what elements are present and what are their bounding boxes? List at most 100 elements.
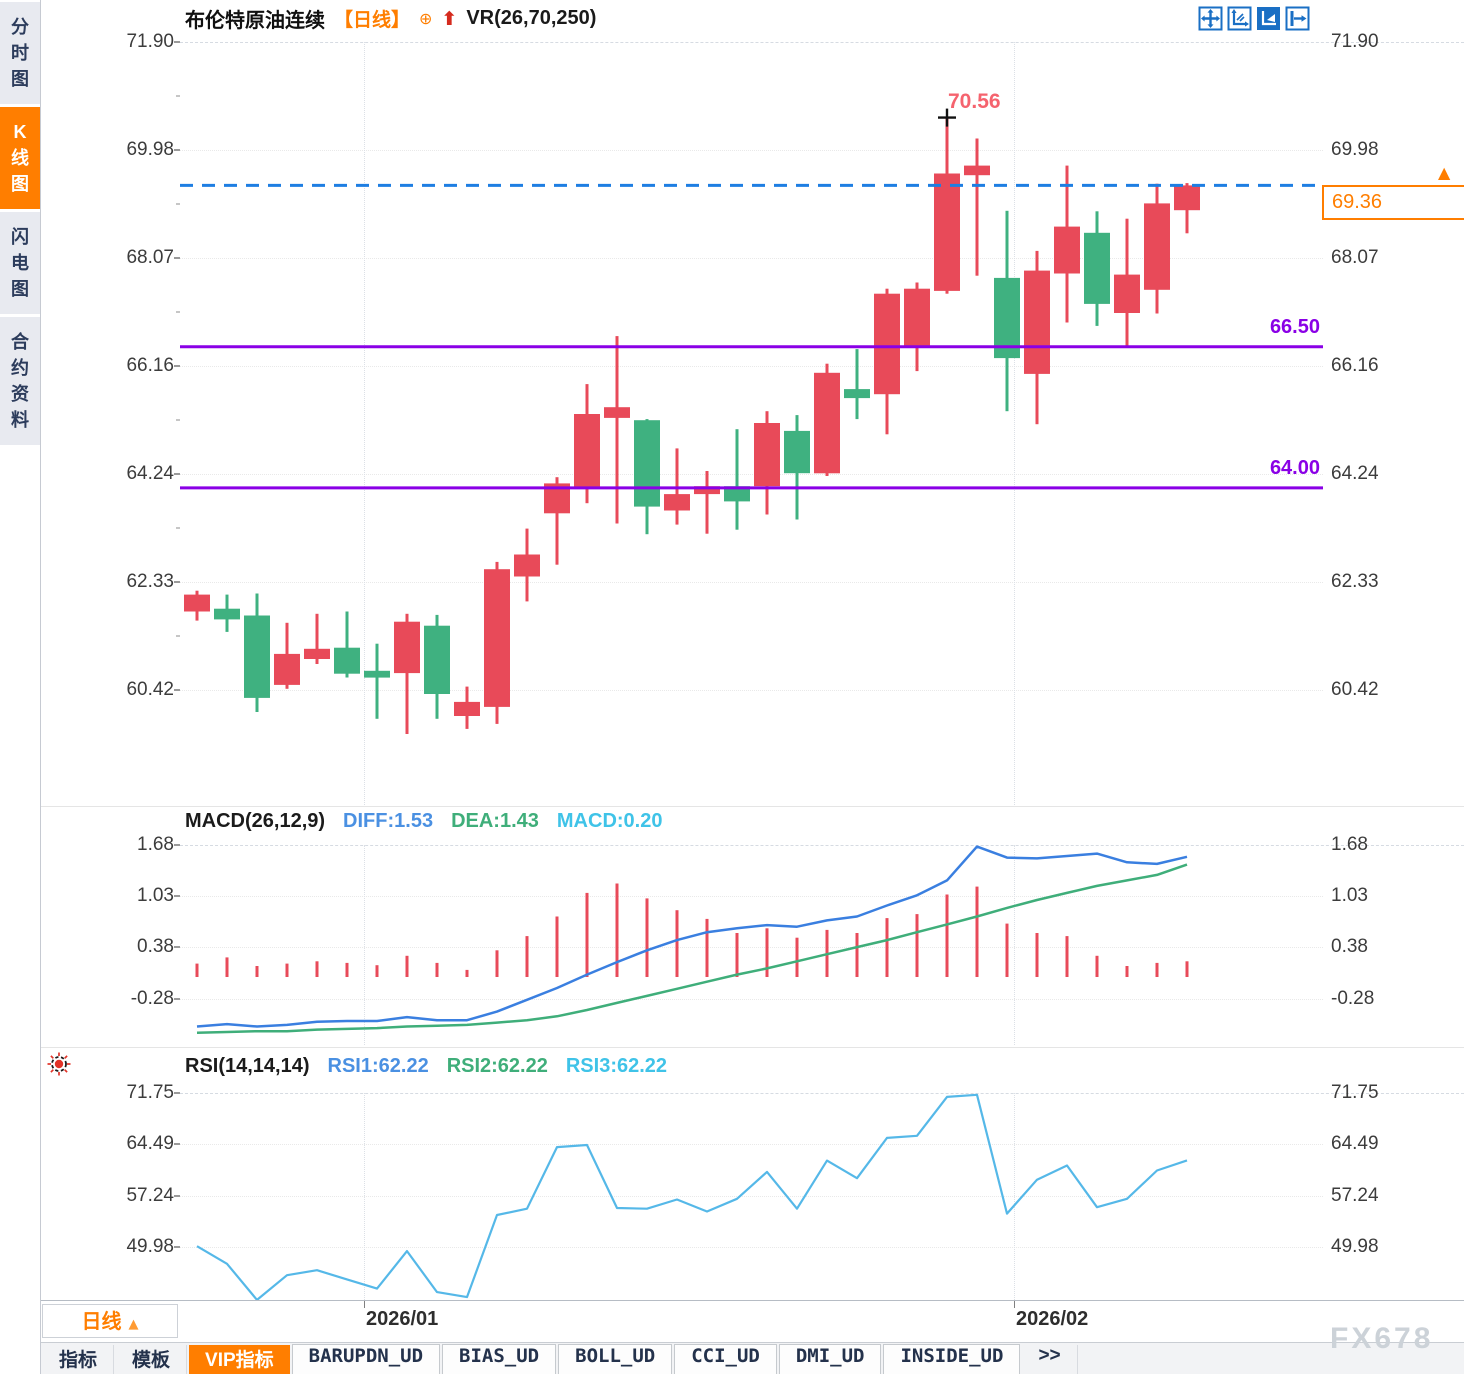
y-minor-tick: [176, 311, 180, 313]
bottom-tab-[interactable]: 指标: [43, 1345, 115, 1374]
y-label-left-macd: 1.03: [137, 885, 174, 906]
sidebar-tab-0[interactable]: 分 时 图: [0, 2, 40, 104]
h-gridline-price: [180, 258, 1323, 259]
macd-header: MACD(26,12,9) DIFF:1.53 DEA:1.43 MACD:0.…: [185, 810, 662, 833]
rsi3-value: RSI3:62.22: [565, 1055, 668, 1077]
crosshair-move-icon[interactable]: [1198, 6, 1223, 31]
instrument-title: 布伦特原油连续: [185, 10, 325, 32]
sidebar-tab-1[interactable]: K 线 图: [0, 107, 40, 209]
y-label-left-macd: -0.28: [130, 988, 174, 1009]
y-label-left-price: 68.07: [126, 247, 174, 268]
h-gridline-price: [180, 150, 1323, 151]
macd-macd-value: MACD:0.20: [556, 810, 663, 832]
y-label-right-price: 64.24: [1331, 463, 1379, 484]
y-label-right-macd: 1.03: [1331, 885, 1368, 906]
last-price-tag: 69.36: [1322, 185, 1464, 220]
period-selector-label: 日线: [81, 1311, 122, 1333]
macd-dea-value: DEA:1.43: [451, 810, 539, 832]
chart-toolbar: [1198, 6, 1310, 31]
h-gridline-rsi: [180, 1196, 1323, 1197]
macd-histogram: [195, 883, 1189, 977]
y-label-left-rsi: 71.75: [126, 1082, 174, 1103]
v-gridline-0: [364, 42, 365, 805]
bottom-tab-[interactable]: 模板: [116, 1345, 188, 1374]
caret-up-icon: ▲: [128, 1317, 139, 1332]
y-label-right-price: 62.33: [1331, 571, 1379, 592]
macd-diff-value: DIFF:1.53: [343, 810, 434, 832]
y-tick-price: [174, 473, 180, 475]
indicator-tabbar: 指标 模板 VIP指标 BARUPDN_UD BIAS_UD BOLL_UD CCI_UD D…: [41, 1342, 1464, 1374]
axis-zoom-icon[interactable]: [1227, 6, 1252, 31]
bottom-tab-cci_ud[interactable]: CCI_UD: [674, 1344, 777, 1374]
y-tick-price: [174, 365, 180, 367]
v-gridline-0: [364, 1093, 365, 1300]
watermark: FX678: [1330, 1322, 1434, 1355]
y-tick-macd: [174, 895, 180, 897]
y-label-left-rsi: 57.24: [126, 1185, 174, 1206]
x-axis-label-0: 2026/01: [366, 1308, 439, 1330]
h-gridline-rsi: [180, 1093, 1464, 1094]
y-label-right-rsi: 64.49: [1331, 1133, 1379, 1154]
y-label-right-price: 69.98: [1331, 139, 1379, 160]
x-axis-tick-1: [1014, 1301, 1015, 1308]
y-label-right-rsi: 71.75: [1331, 1082, 1379, 1103]
y-minor-tick: [176, 203, 180, 205]
h-gridline-price: [180, 366, 1323, 367]
y-label-left-price: 66.16: [126, 355, 174, 376]
v-gridline-0: [364, 845, 365, 1045]
dea-line: [196, 863, 1188, 1035]
period-tag[interactable]: 【日线】: [334, 10, 411, 31]
y-label-left-price: 60.42: [126, 679, 174, 700]
y-label-left-price: 69.98: [126, 139, 174, 160]
y-label-right-price: 66.16: [1331, 355, 1379, 376]
y-label-left-price: 62.33: [126, 571, 174, 592]
h-gridline-macd: [180, 896, 1323, 897]
add-indicator-icon[interactable]: ⊕: [419, 10, 433, 28]
y-label-left-rsi: 49.98: [126, 1236, 174, 1257]
y-tick-rsi: [174, 1246, 180, 1248]
axis-play-icon[interactable]: [1256, 6, 1281, 31]
bottom-tab-barupdn_ud[interactable]: BARUPDN_UD: [291, 1344, 441, 1374]
y-tick-rsi: [174, 1092, 180, 1094]
v-gridline-1: [1014, 1093, 1015, 1300]
y-label-right-price: 71.90: [1331, 31, 1379, 52]
bottom-tab-inside_ud[interactable]: INSIDE_UD: [883, 1344, 1021, 1374]
support-line-label-0: 66.50: [1269, 315, 1320, 338]
overlay-indicator-label[interactable]: VR(26,70,250): [466, 7, 597, 29]
sidebar-tab-2[interactable]: 闪 电 图: [0, 212, 40, 314]
y-label-right-macd: -0.28: [1331, 988, 1375, 1009]
h-gridline-price: [180, 582, 1323, 583]
sidebar-tab-3[interactable]: 合 约 资 料: [0, 317, 40, 445]
v-gridline-1: [1014, 42, 1015, 805]
h-gridline-macd: [180, 947, 1323, 948]
y-tick-price: [174, 257, 180, 259]
period-selector[interactable]: 日线 ▲: [42, 1304, 178, 1338]
chart-header: 布伦特原油连续 【日线】 ⊕ ⬆ VR(26,70,250): [185, 4, 596, 33]
bottom-tab-bias_ud[interactable]: BIAS_UD: [442, 1344, 557, 1374]
send-right-icon[interactable]: [1285, 6, 1310, 31]
bottom-tab-boll_ud[interactable]: BOLL_UD: [558, 1344, 673, 1374]
h-gridline-rsi: [180, 1144, 1323, 1145]
y-minor-tick: [176, 527, 180, 529]
support-line-label-1: 64.00: [1269, 456, 1320, 479]
rsi-title[interactable]: RSI(14,14,14): [185, 1055, 310, 1077]
y-minor-tick: [176, 635, 180, 637]
y-label-right-rsi: 49.98: [1331, 1236, 1379, 1257]
y-label-right-rsi: 57.24: [1331, 1185, 1379, 1206]
bottom-tab-[interactable]: >>: [1022, 1345, 1078, 1374]
alert-sun-icon[interactable]: [46, 1051, 72, 1077]
y-tick-rsi: [174, 1143, 180, 1145]
h-gridline-macd: [180, 999, 1323, 1000]
bottom-tab-dmi_ud[interactable]: DMI_UD: [778, 1344, 882, 1374]
bottom-tab-vip[interactable]: VIP指标: [189, 1345, 290, 1374]
y-minor-tick: [176, 95, 180, 97]
macd-title[interactable]: MACD(26,12,9): [185, 810, 326, 832]
y-label-left-macd: 0.38: [137, 936, 174, 957]
x-axis-row: 日线 ▲ 2026/01 2026/02: [41, 1300, 1464, 1342]
v-gridline-1: [1014, 845, 1015, 1045]
rsi2-value: RSI2:62.22: [446, 1055, 548, 1077]
y-tick-price: [174, 581, 180, 583]
x-axis-tick-0: [364, 1301, 365, 1308]
